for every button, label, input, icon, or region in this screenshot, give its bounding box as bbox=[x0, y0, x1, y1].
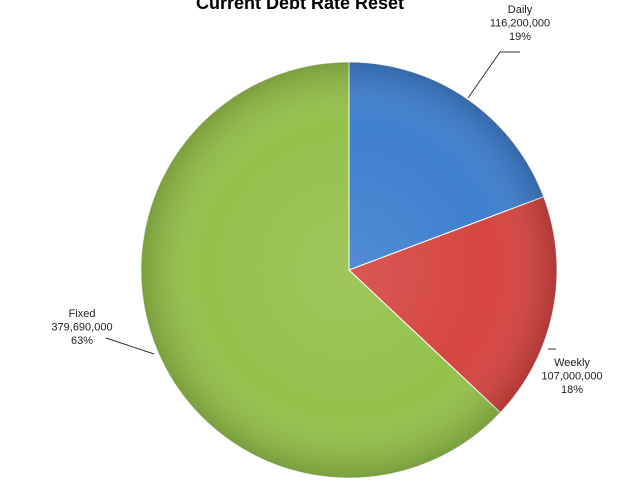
leader-line-fixed bbox=[105, 337, 155, 355]
slice-value-label-fixed: 379,690,000 bbox=[51, 322, 112, 334]
slice-name-label-daily: Daily bbox=[508, 4, 533, 16]
slice-percent-label-weekly: 18% bbox=[561, 384, 583, 396]
chart-title: Current Debt Rate Reset bbox=[195, 0, 405, 13]
slice-percent-label-daily: 19% bbox=[509, 31, 531, 43]
slice-name-label-weekly: Weekly bbox=[554, 357, 590, 369]
slice-value-label-daily: 116,200,000 bbox=[490, 18, 550, 30]
slice-percent-label-fixed: 63% bbox=[71, 335, 93, 347]
slice-value-label-weekly: 107,000,000 bbox=[541, 371, 602, 383]
slice-name-label-fixed: Fixed bbox=[69, 308, 96, 320]
leader-line-daily bbox=[467, 51, 520, 99]
